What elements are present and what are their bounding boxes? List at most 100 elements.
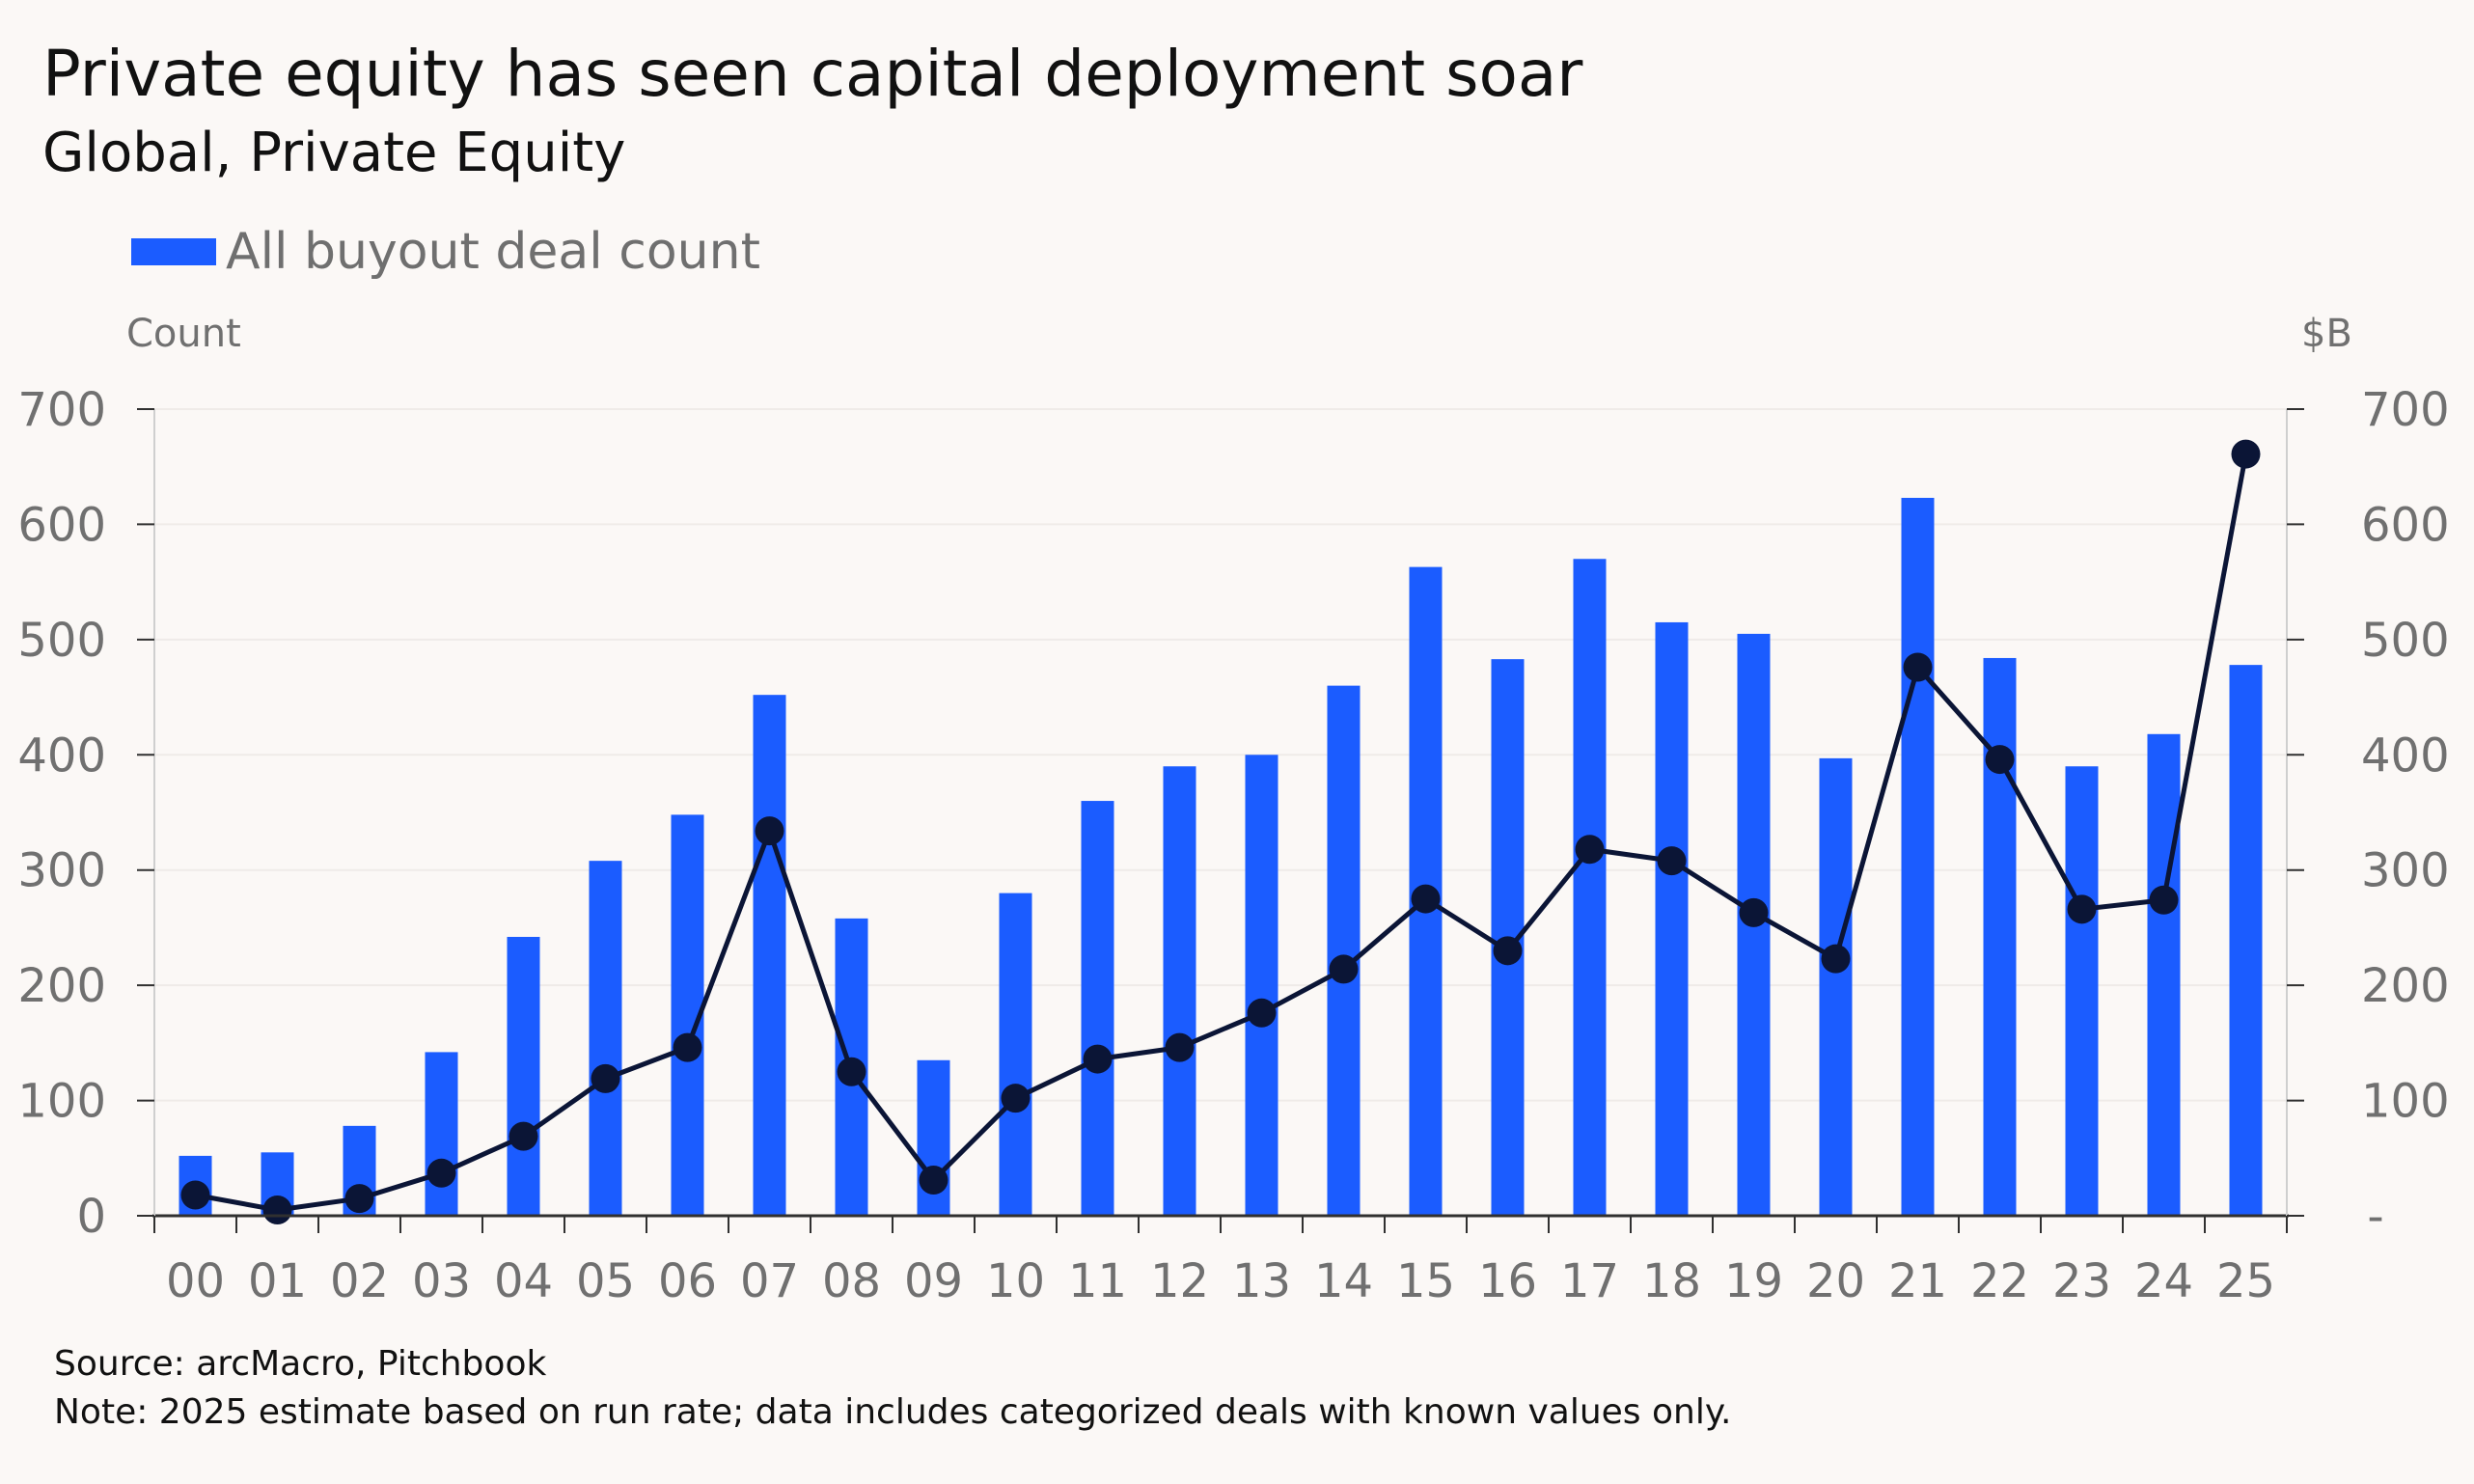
right-y-tick-label: 700 [2361,383,2450,437]
line-point-04 [509,1121,538,1151]
left-y-tick-label: 500 [17,614,106,668]
x-tick-label-15: 15 [1396,1254,1455,1308]
right-y-tick-label: 400 [2361,728,2450,783]
x-tick-label-06: 06 [658,1254,717,1308]
source-note: Source: arcMacro, Pitchbook [54,1344,546,1384]
x-tick-label-01: 01 [248,1254,307,1308]
right-y-tick-label: - [2367,1190,2383,1244]
line-point-00 [180,1180,210,1210]
line-point-10 [1001,1084,1031,1113]
chart-title: Private equity has seen capital deployme… [42,37,1583,111]
legend-bar-label: All buyout deal count [226,223,760,281]
bar-04 [507,936,540,1216]
x-axis-ticks: 00 01 02 03 04 05 06 07 08 09 10 11 12 13 14 15 16 17 18 19… [153,1216,2288,1308]
legend: All buyout deal count [131,223,760,281]
line-point-08 [837,1057,866,1086]
bar-14 [1327,685,1361,1216]
x-tick-label-25: 25 [2216,1254,2275,1308]
line-point-02 [344,1184,374,1214]
x-tick-label-17: 17 [1560,1254,1619,1308]
line-point-19 [1739,897,1769,927]
bar-12 [1163,766,1196,1216]
line-point-06 [673,1032,702,1062]
x-tick-label-23: 23 [2052,1254,2111,1308]
x-tick-label-11: 11 [1068,1254,1127,1308]
x-tick-label-12: 12 [1150,1254,1209,1308]
x-tick-label-07: 07 [740,1254,799,1308]
bar-03 [425,1052,458,1216]
bar-17 [1573,559,1607,1216]
bar-24 [2147,733,2181,1216]
chart-subtitle: Global, Private Equity [42,122,625,184]
right-y-axis-ticks: - 100 200 300 400 500 600 700 [2287,383,2450,1244]
left-y-tick-label: 700 [17,383,106,437]
x-tick-label-10: 10 [986,1254,1045,1308]
x-tick-label-22: 22 [1970,1254,2029,1308]
x-tick-label-00: 00 [166,1254,225,1308]
line-point-01 [262,1195,292,1225]
bar-20 [1819,757,1853,1216]
bar-13 [1245,755,1278,1216]
x-tick-label-18: 18 [1642,1254,1701,1308]
x-tick-label-16: 16 [1478,1254,1537,1308]
line-point-11 [1083,1044,1113,1074]
left-y-tick-label: 200 [17,959,106,1013]
x-tick-label-05: 05 [576,1254,635,1308]
right-axis-unit-label: $B [2301,312,2352,356]
right-y-tick-label: 300 [2361,844,2450,898]
x-tick-label-14: 14 [1314,1254,1373,1308]
bar-11 [1081,801,1114,1216]
x-tick-label-24: 24 [2134,1254,2193,1308]
line-point-24 [2149,885,2179,915]
line-point-21 [1903,652,1933,682]
right-y-tick-label: 200 [2361,959,2450,1013]
line-point-13 [1247,998,1277,1028]
capital-line [195,453,2248,1213]
bar-25 [2229,665,2263,1216]
bar-05 [589,861,622,1216]
footnote: Note: 2025 estimate based on run rate; d… [54,1392,1731,1432]
bar-07 [753,695,786,1216]
line-point-14 [1329,954,1359,984]
line-point-12 [1165,1032,1195,1062]
x-tick-label-04: 04 [494,1254,553,1308]
left-y-tick-label: 600 [17,498,106,552]
line-point-05 [591,1063,620,1093]
bar-23 [2065,766,2099,1216]
right-y-tick-label: 100 [2361,1075,2450,1129]
line-point-16 [1493,936,1523,966]
x-tick-label-19: 19 [1724,1254,1783,1308]
x-tick-label-08: 08 [822,1254,881,1308]
line-point-17 [1575,835,1605,865]
left-y-tick-label: 0 [76,1190,106,1244]
left-y-tick-label: 400 [17,728,106,783]
bar-21 [1901,497,1935,1216]
left-y-tick-label: 300 [17,844,106,898]
line-point-22 [1985,745,2015,775]
x-tick-label-13: 13 [1232,1254,1291,1308]
line-point-07 [755,816,784,846]
left-y-tick-label: 100 [17,1075,106,1129]
right-y-tick-label: 600 [2361,498,2450,552]
line-point-03 [426,1158,456,1188]
bar-18 [1655,621,1689,1216]
x-tick-label-20: 20 [1806,1254,1865,1308]
x-tick-label-03: 03 [412,1254,471,1308]
line-point-18 [1657,846,1687,876]
line-point-09 [919,1165,948,1195]
left-axis-unit-label: Count [126,312,241,356]
line-point-15 [1411,884,1441,914]
x-tick-label-02: 02 [330,1254,389,1308]
bar-10 [999,893,1032,1216]
left-y-axis-ticks: 0 100 200 300 400 500 600 700 [17,383,154,1244]
legend-bar-swatch [131,238,216,265]
x-tick-label-09: 09 [904,1254,963,1308]
bar-22 [1983,657,2017,1216]
right-y-tick-label: 500 [2361,614,2450,668]
line-point-25 [2231,439,2261,469]
line-point-23 [2067,894,2097,924]
line-series [180,439,2261,1225]
